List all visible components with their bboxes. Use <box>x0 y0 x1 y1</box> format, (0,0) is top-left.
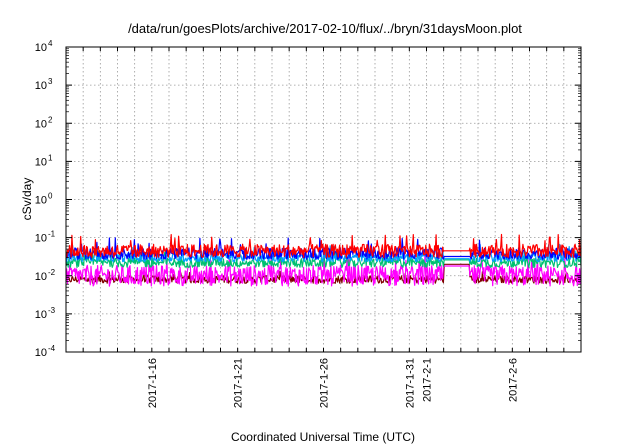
y-tick-exponent: 4 <box>48 39 53 48</box>
y-tick-base: 10 <box>35 42 47 54</box>
y-tick-base: 10 <box>35 347 47 359</box>
y-tick-base: 10 <box>35 309 47 321</box>
y-tick-base: 10 <box>35 195 47 207</box>
y-tick-base: 10 <box>35 80 47 92</box>
x-tick-label: 2017-1-26 <box>319 358 331 408</box>
y-tick-label: 10 <box>35 271 47 283</box>
y-tick-label: 10 <box>35 233 47 245</box>
y-tick-label: 10 <box>35 42 47 54</box>
y-tick-label: 10 <box>35 195 47 207</box>
x-axis-label: Coordinated Universal Time (UTC) <box>231 430 415 444</box>
series-line <box>65 233 582 259</box>
x-tick-label: 2017-1-16 <box>147 358 159 408</box>
x-tick-label: 2017-2-6 <box>507 358 519 402</box>
y-tick-exponent: 3 <box>48 77 53 86</box>
x-tick-label: 2017-2-1 <box>422 358 434 402</box>
y-tick-label: 10 <box>35 156 47 168</box>
y-tick-label: 10 <box>35 309 47 321</box>
y-axis-label: cSv/day <box>20 178 34 221</box>
y-tick-exponent: -1 <box>48 230 56 239</box>
y-tick-base: 10 <box>35 271 47 283</box>
y-tick-exponent: 1 <box>48 153 53 162</box>
y-tick-exponent: -3 <box>48 306 56 315</box>
chart-title: /data/run/goesPlots/archive/2017-02-10/f… <box>128 21 522 36</box>
y-tick-exponent: 0 <box>48 192 53 201</box>
grid <box>66 47 581 352</box>
y-tick-exponent: 2 <box>48 115 53 124</box>
series-group <box>65 233 582 287</box>
y-tick-label: 10 <box>35 347 47 359</box>
series-line <box>65 237 582 260</box>
y-tick-base: 10 <box>35 118 47 130</box>
x-tick-label: 2017-1-31 <box>404 358 416 408</box>
y-tick-label: 10 <box>35 118 47 130</box>
y-tick-base: 10 <box>35 156 47 168</box>
y-tick-exponent: -2 <box>48 268 56 277</box>
y-tick-label: 10 <box>35 80 47 92</box>
y-tick-base: 10 <box>35 233 47 245</box>
y-tick-exponent: -4 <box>48 344 56 353</box>
x-tick-label: 2017-1-21 <box>233 358 245 408</box>
